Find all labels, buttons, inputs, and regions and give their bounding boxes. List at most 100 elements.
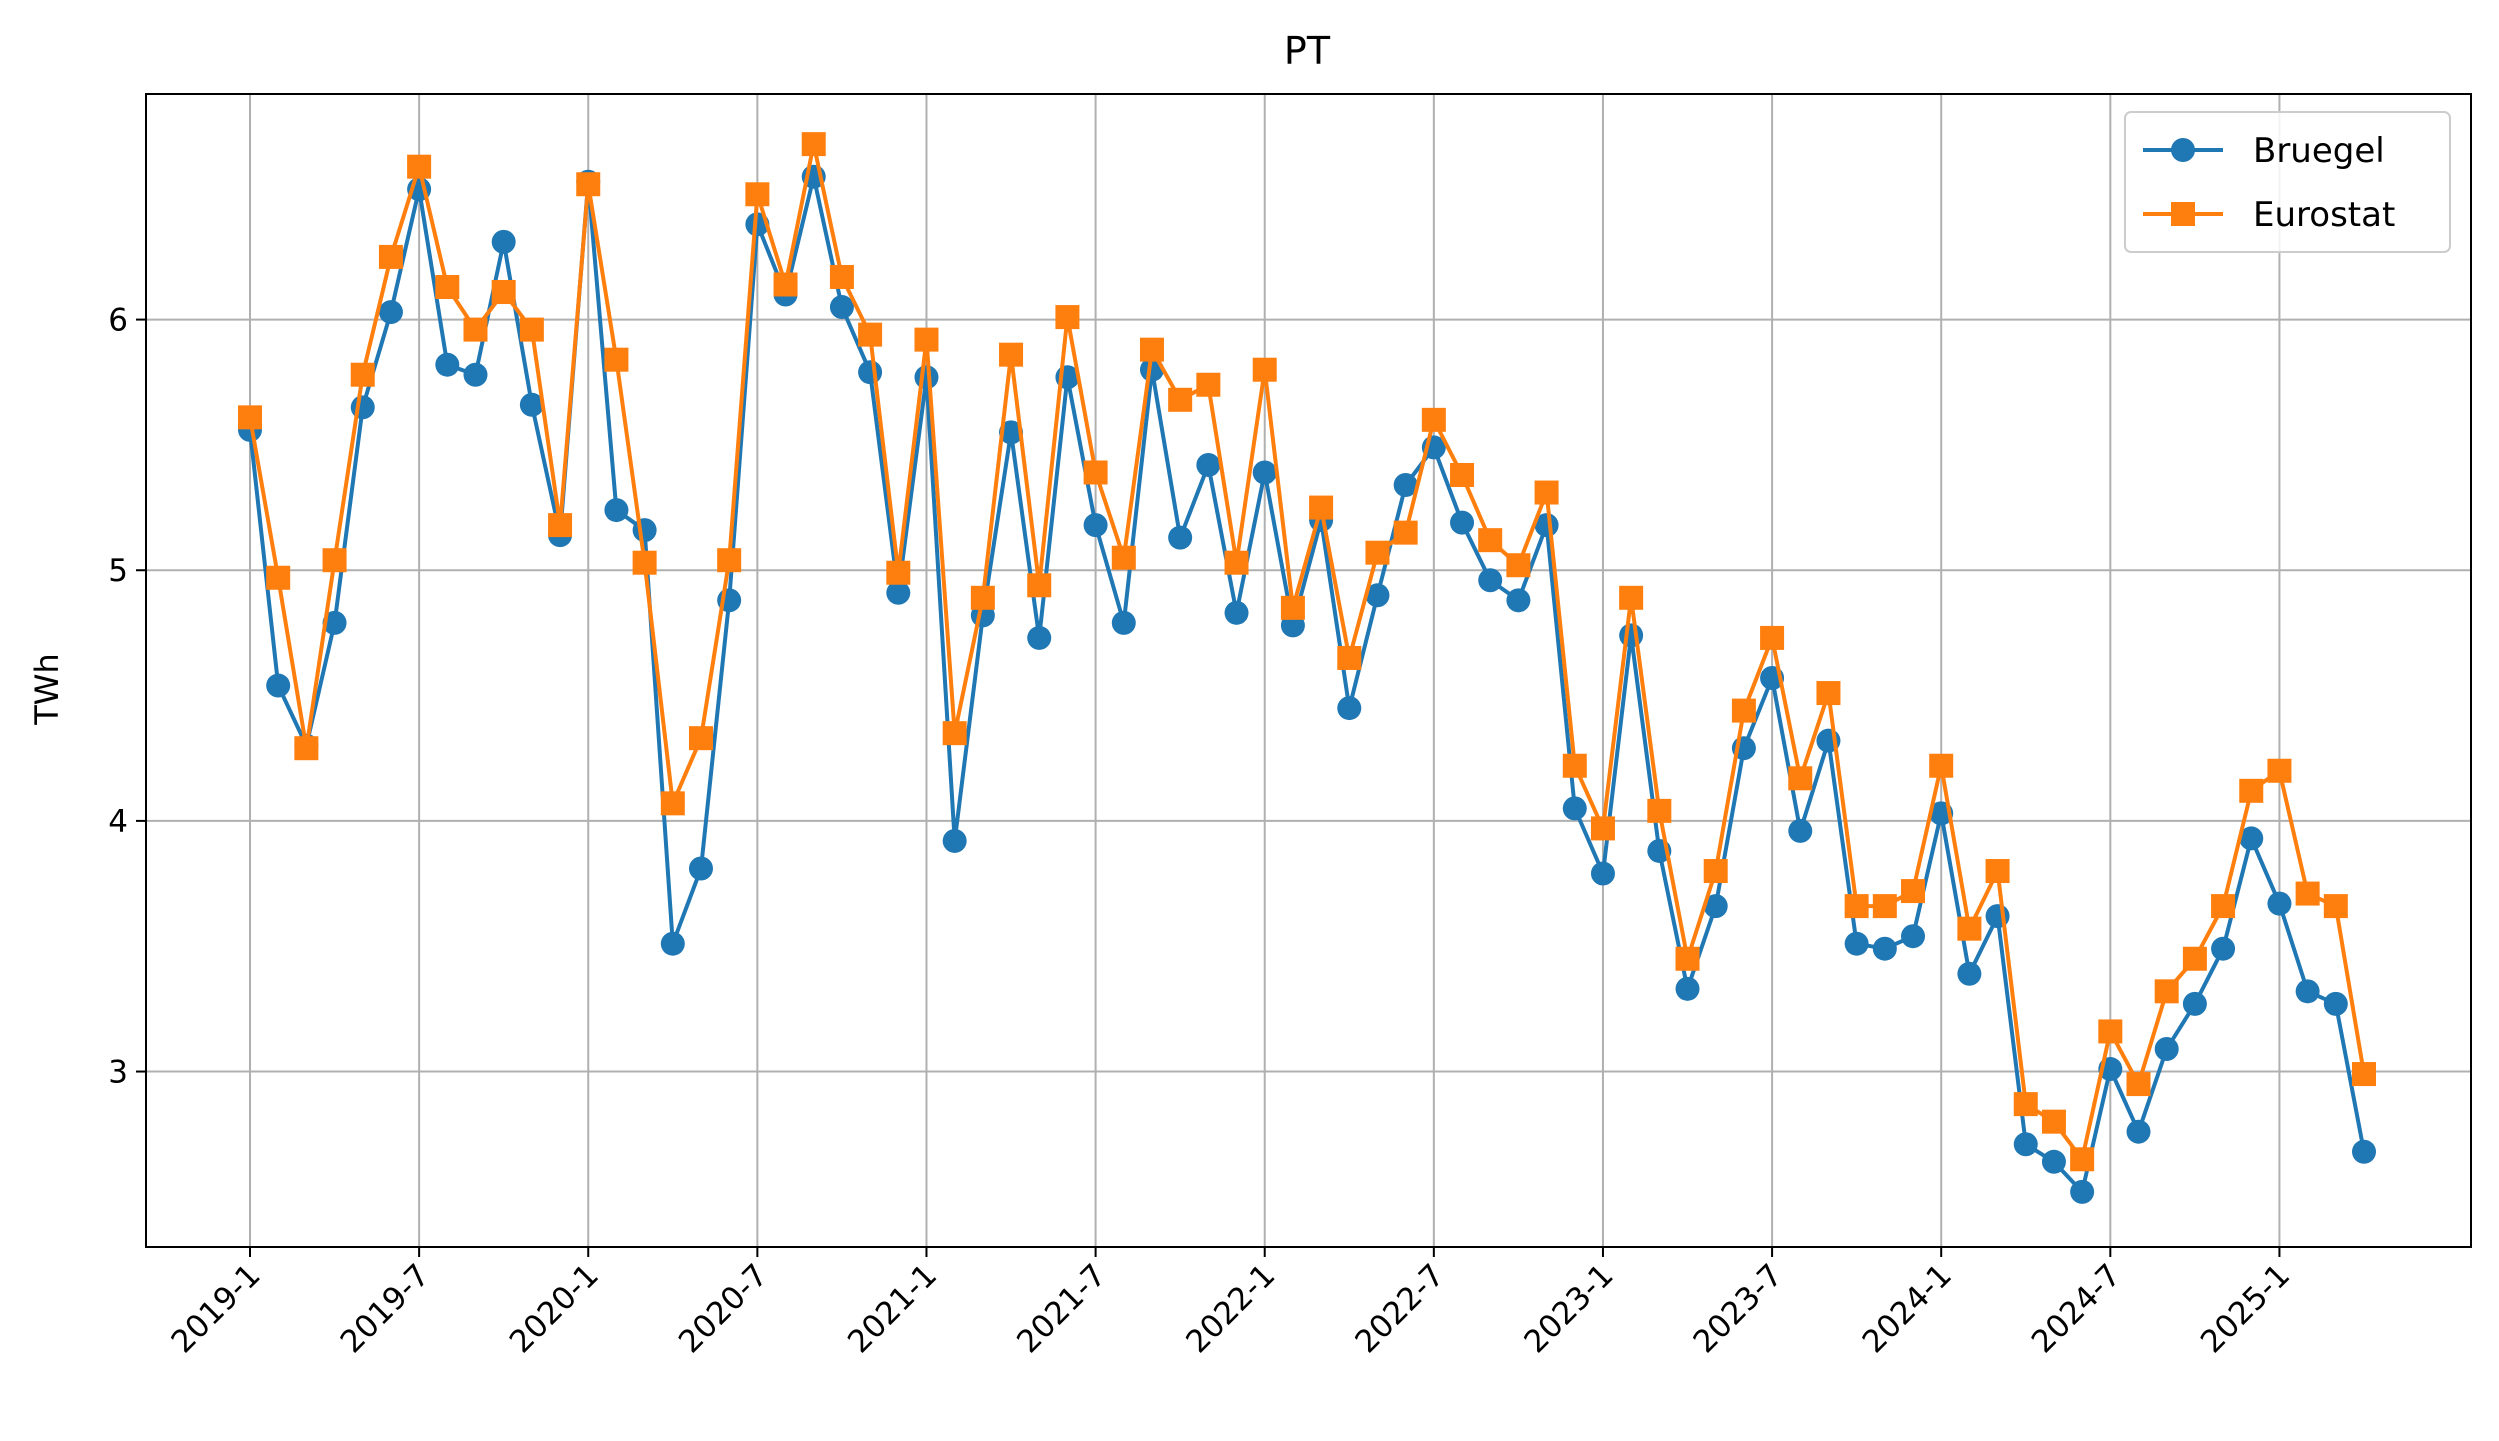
- data-point: [378, 244, 403, 269]
- data-point: [407, 154, 432, 179]
- data-point: [1703, 859, 1728, 884]
- data-point: [632, 550, 657, 575]
- data-point: [1506, 553, 1531, 578]
- data-point: [2098, 1019, 2123, 1044]
- data-point: [914, 327, 939, 352]
- data-point: [2126, 1072, 2151, 1097]
- series-line-bruegel: [248, 174, 2366, 1194]
- data-point: [1816, 681, 1841, 706]
- data-point: [1562, 753, 1587, 778]
- data-point: [350, 395, 375, 420]
- data-point: [2154, 1036, 2179, 1061]
- legend-label: Eurostat: [2253, 195, 2395, 235]
- data-point: [1224, 550, 1249, 575]
- y-tick-label: 3: [108, 1055, 128, 1091]
- data-point: [238, 405, 262, 430]
- data-point: [2013, 1132, 2038, 1157]
- data-point: [970, 585, 995, 610]
- data-point: [1703, 894, 1728, 919]
- data-point: [1901, 924, 1926, 949]
- data-point: [2041, 1149, 2066, 1174]
- data-point: [1675, 976, 1700, 1001]
- y-tick-label: 4: [108, 804, 128, 840]
- data-point: [378, 300, 403, 325]
- data-point: [2154, 979, 2179, 1004]
- data-point: [1224, 600, 1249, 625]
- data-point: [1844, 894, 1869, 919]
- data-point: [322, 548, 347, 573]
- data-point: [463, 362, 488, 387]
- data-point: [2070, 1147, 2095, 1172]
- data-point: [2211, 894, 2236, 919]
- data-point: [1139, 337, 1164, 362]
- data-point: [1027, 625, 1052, 650]
- y-tick-label: 5: [108, 553, 128, 589]
- data-point: [632, 518, 657, 543]
- data-point: [1619, 623, 1644, 648]
- data-point: [294, 736, 319, 761]
- data-point: [2013, 1092, 2038, 1117]
- data-point: [2352, 1062, 2376, 1087]
- data-point: [2070, 1179, 2095, 1204]
- data-point: [886, 580, 911, 605]
- data-point: [491, 229, 516, 254]
- data-point: [1083, 460, 1108, 485]
- data-point: [1957, 961, 1982, 986]
- data-point: [942, 828, 967, 853]
- data-point: [1760, 625, 1785, 650]
- data-point: [1421, 407, 1446, 432]
- data-point: [1196, 452, 1221, 477]
- data-point: [1168, 525, 1193, 550]
- data-point: [1647, 798, 1672, 823]
- data-point: [2182, 946, 2207, 971]
- data-point: [1844, 931, 1869, 956]
- y-axis-label: TWh: [28, 653, 66, 725]
- data-point: [1788, 766, 1813, 791]
- data-point: [2126, 1119, 2151, 1144]
- data-point: [1309, 495, 1334, 520]
- data-point: [1111, 545, 1136, 570]
- data-point: [829, 264, 854, 289]
- data-point: [858, 322, 883, 347]
- data-point: [1872, 894, 1897, 919]
- data-point: [1252, 460, 1277, 485]
- data-point: [1478, 568, 1503, 593]
- data-point: [886, 560, 911, 585]
- data-point: [2323, 991, 2348, 1016]
- data-point: [942, 721, 967, 746]
- data-point: [1055, 305, 1080, 330]
- data-point: [435, 275, 460, 300]
- data-point: [548, 513, 573, 538]
- data-point: [1393, 473, 1418, 498]
- data-point: [1168, 387, 1193, 412]
- data-point: [322, 610, 347, 635]
- data-point: [858, 360, 883, 385]
- data-point: [773, 272, 798, 297]
- data-point: [801, 132, 826, 157]
- data-point: [1252, 357, 1277, 382]
- data-point: [1365, 583, 1390, 608]
- data-point: [1619, 585, 1644, 610]
- data-point: [2352, 1139, 2376, 1164]
- data-point: [1506, 588, 1531, 613]
- data-point: [2323, 894, 2348, 919]
- chart-title: PT: [1284, 29, 1331, 73]
- data-point: [660, 791, 685, 816]
- data-point: [576, 172, 601, 197]
- data-point: [1393, 520, 1418, 545]
- data-point: [745, 182, 770, 207]
- data-point: [1534, 480, 1559, 505]
- data-point: [1675, 946, 1700, 971]
- plot-frame: [145, 93, 2472, 1248]
- data-point: [1731, 698, 1756, 723]
- data-point: [266, 565, 291, 590]
- data-point: [914, 365, 939, 390]
- legend: Bruegel Eurostat: [2124, 111, 2451, 253]
- series-bruegel: [238, 164, 2376, 1204]
- data-point: [1337, 696, 1362, 721]
- data-point: [660, 931, 685, 956]
- data-point: [1590, 816, 1615, 841]
- data-point: [717, 548, 742, 573]
- data-point: [604, 498, 629, 523]
